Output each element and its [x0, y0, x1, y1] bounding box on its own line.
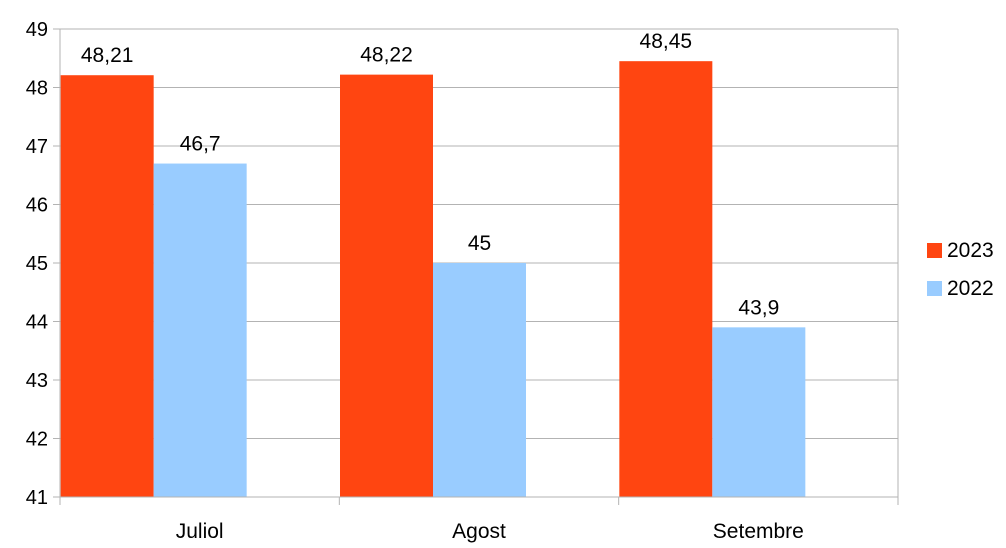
legend-label-2023: 2023	[947, 239, 994, 262]
bar-2022-agost	[433, 263, 526, 497]
x-tick-label-agost: Agost	[452, 520, 506, 543]
y-tick-label-47: 47	[26, 136, 48, 158]
x-tick-label-juliol: Juliol	[176, 520, 224, 543]
y-tick-label-44: 44	[26, 312, 48, 334]
bar-2023-agost	[340, 74, 433, 497]
legend: 2023 2022	[927, 239, 994, 300]
y-tick-label-49: 49	[26, 19, 48, 41]
data-label-2023-agost: 48,22	[360, 44, 413, 67]
legend-label-2022: 2022	[947, 277, 994, 300]
data-labels: 48,21 46,7 48,22 45 48,45 43,9	[81, 30, 779, 319]
data-label-2023-setembre: 48,45	[640, 30, 693, 53]
y-tick-label-46: 46	[26, 195, 48, 217]
axes: 41 42 43 44 45 46 47 48 49 Juliol Agost Setembre	[26, 19, 899, 543]
y-tick-label-48: 48	[26, 78, 48, 100]
bar-2022-juliol	[153, 163, 247, 498]
y-tick-label-42: 42	[26, 429, 48, 451]
legend-swatch-2022	[927, 281, 942, 296]
bar-2023-setembre	[619, 61, 713, 498]
y-tick-label-43: 43	[26, 370, 48, 392]
data-label-2023-juliol: 48,21	[81, 44, 134, 67]
y-tick-label-41: 41	[26, 487, 48, 509]
x-tick-label-setembre: Setembre	[713, 520, 804, 543]
data-label-2022-juliol: 46,7	[180, 133, 221, 156]
bar-2022-setembre	[712, 327, 806, 497]
bars	[60, 61, 806, 498]
legend-swatch-2023	[927, 243, 942, 258]
data-label-2022-setembre: 43,9	[738, 296, 779, 319]
bar-2023-juliol	[60, 75, 154, 497]
data-label-2022-agost: 45	[468, 232, 491, 255]
y-tick-label-45: 45	[26, 253, 48, 275]
